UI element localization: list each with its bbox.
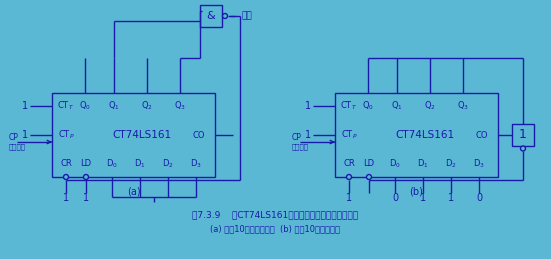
Text: Q$_2$: Q$_2$	[141, 100, 153, 112]
Text: 1: 1	[305, 130, 311, 140]
Text: D$_1$: D$_1$	[134, 158, 146, 170]
Text: 1: 1	[83, 193, 89, 203]
Text: Q$_0$: Q$_0$	[79, 100, 91, 112]
Text: (a): (a)	[127, 186, 141, 196]
Text: LD: LD	[364, 160, 375, 169]
Text: CT$_P$: CT$_P$	[58, 129, 74, 141]
Text: 图7.3.9    用CT74LS161构成十进制计数器的两种方法: 图7.3.9 用CT74LS161构成十进制计数器的两种方法	[192, 211, 358, 219]
Text: Q$_0$: Q$_0$	[362, 100, 374, 112]
Text: 1: 1	[346, 193, 352, 203]
Text: 1: 1	[22, 101, 28, 111]
Text: (b): (b)	[409, 186, 423, 196]
Text: 1: 1	[63, 193, 69, 203]
Text: CT$_T$: CT$_T$	[57, 100, 74, 112]
Text: 1: 1	[519, 128, 527, 141]
Text: D$_3$: D$_3$	[190, 158, 202, 170]
Circle shape	[366, 175, 371, 179]
Text: (a) 用前10个有效状态；  (b) 用后10个有限状态: (a) 用前10个有效状态； (b) 用后10个有限状态	[210, 225, 340, 234]
Text: D$_1$: D$_1$	[417, 158, 429, 170]
Text: D$_2$: D$_2$	[445, 158, 457, 170]
Text: D$_0$: D$_0$	[389, 158, 401, 170]
Text: 0: 0	[476, 193, 482, 203]
Text: CT74LS161: CT74LS161	[112, 130, 171, 140]
Circle shape	[223, 13, 228, 18]
Circle shape	[63, 175, 68, 179]
Text: Q$_1$: Q$_1$	[108, 100, 120, 112]
Text: CP: CP	[9, 133, 19, 141]
Text: CR: CR	[60, 160, 72, 169]
Text: CT$_T$: CT$_T$	[341, 100, 358, 112]
Text: CO: CO	[476, 131, 488, 140]
Text: 1: 1	[448, 193, 454, 203]
Text: 1: 1	[420, 193, 426, 203]
Text: CO: CO	[193, 131, 206, 140]
Text: 计数输入: 计数输入	[9, 144, 26, 150]
Text: Q$_3$: Q$_3$	[457, 100, 469, 112]
Text: CT74LS161: CT74LS161	[395, 130, 454, 140]
Bar	[512, 124, 534, 146]
Text: 1: 1	[22, 130, 28, 140]
Text: 输出: 输出	[242, 11, 252, 20]
Text: CT$_P$: CT$_P$	[341, 129, 357, 141]
Bar	[200, 5, 222, 27]
Text: LD: LD	[80, 160, 91, 169]
Text: CP: CP	[292, 133, 302, 141]
Text: &: &	[207, 11, 215, 21]
Text: Q$_2$: Q$_2$	[424, 100, 436, 112]
Text: D$_2$: D$_2$	[162, 158, 174, 170]
Circle shape	[84, 175, 89, 179]
Text: D$_0$: D$_0$	[106, 158, 118, 170]
Bar	[52, 93, 215, 177]
Text: 0: 0	[392, 193, 398, 203]
Circle shape	[347, 175, 352, 179]
Text: D$_3$: D$_3$	[473, 158, 485, 170]
Text: CR: CR	[343, 160, 355, 169]
Text: 1: 1	[305, 101, 311, 111]
Text: Q$_1$: Q$_1$	[391, 100, 403, 112]
Bar	[335, 93, 498, 177]
Text: 计数输入: 计数输入	[292, 144, 309, 150]
Text: Q$_3$: Q$_3$	[174, 100, 186, 112]
Circle shape	[521, 146, 526, 151]
